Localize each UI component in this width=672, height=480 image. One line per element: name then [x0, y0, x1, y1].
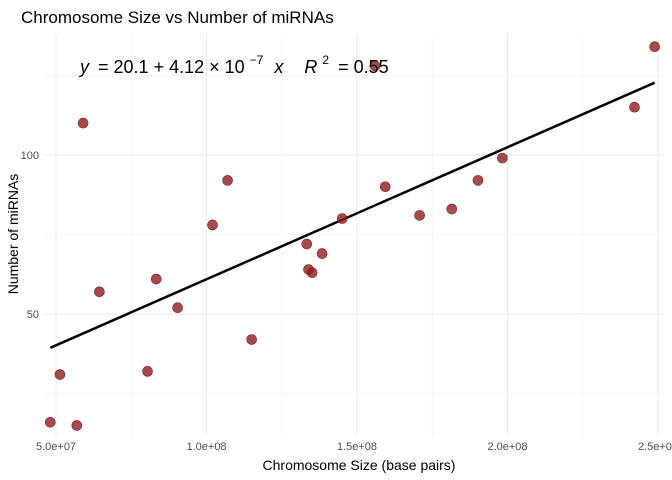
y-axis-title: Number of miRNAs — [5, 174, 21, 295]
grid — [44, 34, 664, 435]
y-tick-label: 100 — [21, 150, 39, 162]
regression-equation: y = 20.1 + 4.12 × 10 −7 x R 2 = 0.55 — [78, 48, 389, 77]
data-point — [629, 101, 640, 113]
data-point — [380, 181, 391, 193]
data-point — [94, 286, 105, 298]
data-point — [446, 203, 458, 215]
equation-exponent: −7 — [250, 53, 264, 67]
data-point — [316, 248, 328, 259]
data-point — [497, 152, 508, 164]
data-point — [222, 175, 233, 186]
r-squared-label: R — [304, 57, 317, 77]
data-point — [472, 175, 484, 186]
x-tick-label: 2.5e+08 — [638, 441, 672, 453]
regression-line — [49, 81, 656, 349]
r-squared-value: = 0.55 — [338, 57, 389, 77]
x-tick-label: 1.5e+08 — [337, 441, 377, 453]
data-point — [306, 267, 318, 278]
data-point — [414, 210, 425, 221]
points-layer — [45, 41, 660, 431]
data-point — [336, 213, 348, 224]
data-point — [54, 369, 66, 380]
data-point — [369, 60, 381, 72]
data-point — [172, 302, 183, 313]
data-point — [142, 366, 153, 377]
r-squared-exponent: 2 — [322, 53, 329, 67]
data-point — [207, 219, 218, 231]
chart-title: Chromosome Size vs Number of miRNAs — [21, 8, 334, 27]
x-tick-label: 1.0e+08 — [186, 441, 226, 453]
x-axis-title: Chromosome Size (base pairs) — [263, 457, 456, 473]
equation-y-var: y — [78, 57, 90, 77]
data-point — [71, 420, 83, 431]
data-point — [77, 117, 89, 129]
fit-line-layer — [49, 81, 656, 349]
data-point — [150, 273, 162, 285]
data-point — [246, 334, 257, 345]
data-point — [45, 416, 56, 428]
equation-x-var: x — [273, 57, 284, 77]
y-tick-label: 50 — [27, 309, 39, 321]
data-point — [301, 238, 313, 250]
y-tick-labels: 50 100 — [21, 150, 39, 321]
x-tick-label: 2.0e+08 — [487, 441, 527, 453]
equation-rhs: = 20.1 + 4.12 × 10 — [98, 57, 245, 77]
data-point — [649, 41, 660, 53]
x-tick-labels: 5.0e+07 1.0e+08 1.5e+08 2.0e+08 2.5e+08 — [36, 441, 672, 453]
x-tick-label: 5.0e+07 — [36, 441, 76, 453]
